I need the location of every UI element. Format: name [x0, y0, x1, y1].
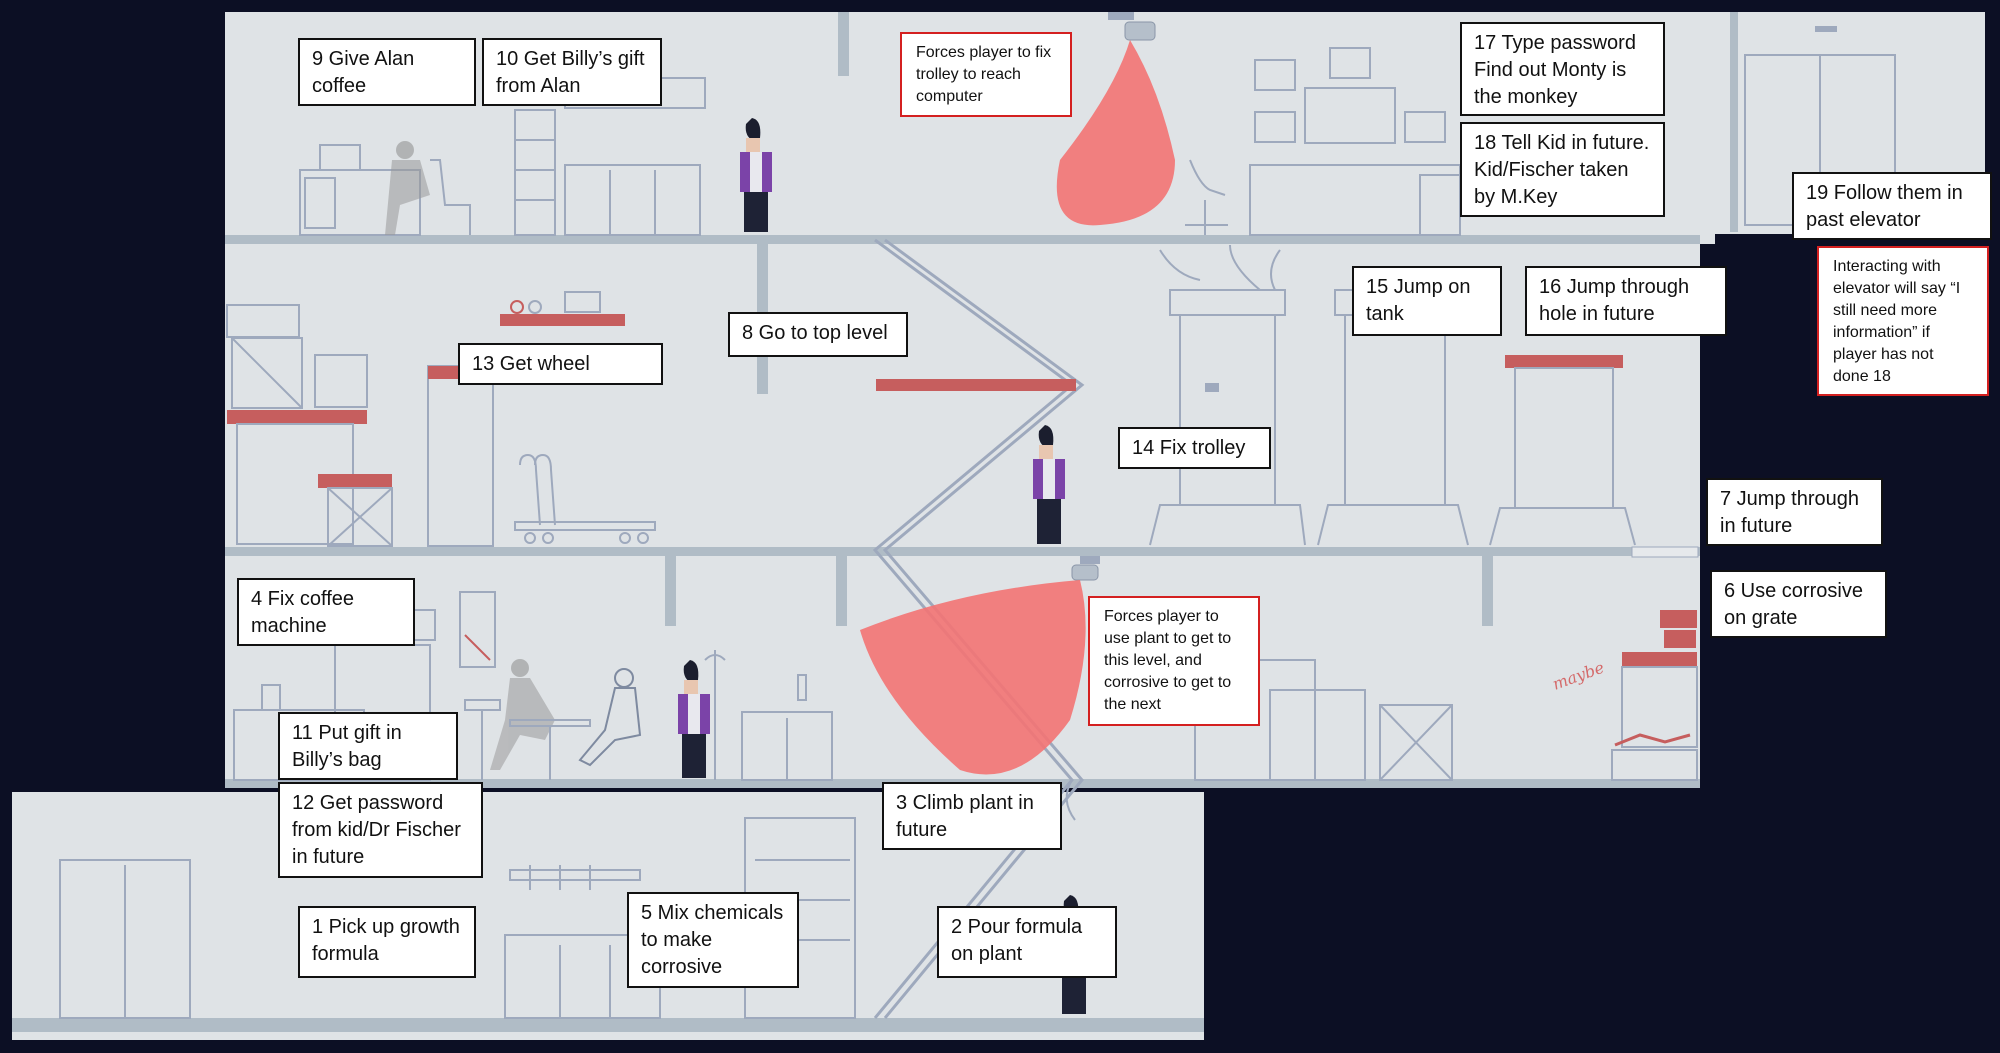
- floor-4-slab: [225, 235, 1700, 244]
- step-12-note: 12 Get password from kid/Dr Fischer in f…: [278, 782, 483, 878]
- corrosive-barrels[interactable]: [1611, 610, 1698, 781]
- security-camera-icon[interactable]: [1108, 12, 1156, 41]
- step-8-note: 8 Go to top level: [728, 312, 908, 357]
- chemical-tank-hole[interactable]: [1489, 355, 1636, 546]
- step-3-note: 3 Climb plant in future: [882, 782, 1062, 850]
- step-14-note: 14 Fix trolley: [1118, 427, 1271, 469]
- trolley-annotation: Forces player to fix trolley to reach co…: [900, 32, 1072, 117]
- periodic-chart: [459, 591, 496, 668]
- crate-stack: [226, 304, 393, 547]
- step-2-note: 2 Pour formula on plant: [937, 906, 1117, 978]
- kitchen-counter: [741, 674, 833, 781]
- alan-npc-ghost[interactable]: [385, 141, 430, 235]
- main-elevator[interactable]: [59, 859, 191, 1019]
- pillar: [665, 556, 676, 626]
- broken-trolley[interactable]: [514, 453, 656, 544]
- step-6-note: 6 Use corrosive on grate: [1710, 570, 1887, 638]
- step-1-note: 1 Pick up growth formula: [298, 906, 476, 978]
- floor-3-slab: [225, 547, 1700, 556]
- pillar: [838, 12, 849, 76]
- step-17-note: 17 Type password Find out Monty is the m…: [1460, 22, 1665, 116]
- alan-desk[interactable]: [299, 144, 421, 236]
- pillar: [1482, 556, 1493, 626]
- step-4-note: 4 Fix coffee machine: [237, 578, 415, 646]
- computer-terminal[interactable]: [1185, 47, 1461, 236]
- pillar: [836, 556, 847, 626]
- floor-grate[interactable]: [1631, 546, 1699, 558]
- chemical-tank[interactable]: [1149, 244, 1306, 546]
- step-7-note: 7 Jump through in future: [1706, 478, 1883, 546]
- elevator-annotation: Interacting with elevator will say “I st…: [1817, 246, 1989, 396]
- step-10-note: 10 Get Billy’s gift from Alan: [482, 38, 662, 106]
- player-character-icon[interactable]: [678, 660, 710, 778]
- player-character-icon[interactable]: [1033, 425, 1065, 544]
- chemistry-tool-rack: [509, 865, 641, 890]
- step-15-note: 15 Jump on tank: [1352, 266, 1502, 336]
- security-camera-icon[interactable]: [1071, 556, 1100, 581]
- camera-vision-cone: [860, 580, 1086, 775]
- tall-locker: [427, 365, 494, 547]
- coat-rack: [704, 650, 726, 780]
- step-18-note: 18 Tell Kid in future. Kid/Fischer taken…: [1460, 122, 1665, 217]
- step-19-note: 19 Follow them in past elevator: [1792, 172, 1992, 240]
- wheel-shelf[interactable]: [500, 291, 625, 326]
- staircase[interactable]: [872, 238, 1085, 1019]
- player-character-icon[interactable]: [740, 118, 772, 232]
- step-5-note: 5 Mix chemicals to make corrosive: [627, 892, 799, 988]
- maybe-scribble: maybe: [1550, 658, 1607, 694]
- step-13-note: 13 Get wheel: [458, 343, 663, 385]
- floor-1-slab: [12, 1018, 1204, 1032]
- camera-vision-cone: [1056, 40, 1175, 226]
- plant-annotation: Forces player to use plant to get to thi…: [1088, 596, 1260, 726]
- step-11-note: 11 Put gift in Billy’s bag: [278, 712, 458, 780]
- cafe-table: [464, 699, 591, 780]
- stair-landing-platform: [876, 379, 1076, 391]
- office-chair[interactable]: [430, 159, 471, 235]
- dr-fischer-npc[interactable]: [578, 668, 642, 767]
- growth-plant[interactable]: [1065, 779, 1076, 821]
- npc-ghost-workers[interactable]: [490, 659, 555, 770]
- step-16-note: 16 Jump through hole in future: [1525, 266, 1727, 336]
- step-9-note: 9 Give Alan coffee: [298, 38, 476, 106]
